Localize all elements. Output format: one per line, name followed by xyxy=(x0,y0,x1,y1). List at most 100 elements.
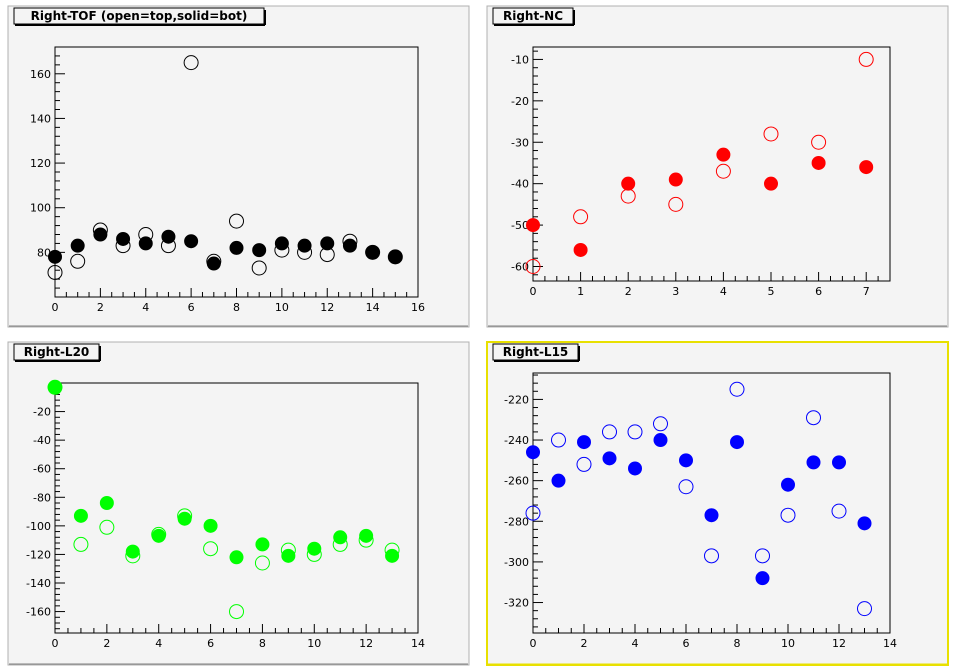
solid-point xyxy=(281,548,296,563)
solid-point xyxy=(333,530,348,545)
solid-point xyxy=(255,537,270,552)
open-point xyxy=(780,507,796,523)
open-point xyxy=(573,209,589,225)
solid-point xyxy=(177,511,192,526)
x-tick-label: 4 xyxy=(155,637,162,650)
x-tick-label: 2 xyxy=(97,301,104,314)
title-box: Right-TOF (open=top,solid=bot) xyxy=(13,7,266,26)
solid-point xyxy=(206,256,221,271)
solid-point xyxy=(716,147,731,162)
title-box: Right-L20 xyxy=(13,343,101,362)
solid-point xyxy=(859,160,874,175)
open-point xyxy=(73,536,89,552)
y-tick-label: -100 xyxy=(26,520,51,533)
solid-point xyxy=(307,541,322,556)
open-point xyxy=(858,51,874,67)
chart-title: Right-NC xyxy=(503,9,563,23)
y-tick-label: -240 xyxy=(504,434,529,447)
x-tick-label: 1 xyxy=(577,285,584,298)
solid-point xyxy=(48,380,62,395)
y-tick-label: -280 xyxy=(504,515,529,528)
y-tick-label: 100 xyxy=(30,202,51,215)
solid-point xyxy=(138,236,153,251)
y-tick-label: -80 xyxy=(33,491,51,504)
solid-point xyxy=(151,528,166,543)
open-point xyxy=(602,424,617,440)
y-tick-label: -40 xyxy=(511,178,529,191)
y-tick-label: -20 xyxy=(511,95,529,108)
x-tick-label: 6 xyxy=(683,637,690,650)
chart-pad: 0 2 4 6 8 10 12 14 -220 -240 -260 -280 -300 -320 Right… xyxy=(486,341,949,666)
solid-point xyxy=(385,548,400,563)
x-tick-label: 2 xyxy=(625,285,632,298)
y-tick-label: 80 xyxy=(37,246,51,259)
x-tick-label: 5 xyxy=(768,285,775,298)
x-tick-label: 2 xyxy=(103,637,110,650)
open-point xyxy=(525,259,541,275)
title-box: Right-L15 xyxy=(492,343,580,362)
chart-title: Right-L20 xyxy=(24,345,90,359)
title-box: Right-NC xyxy=(492,7,575,26)
solid-point xyxy=(73,508,88,523)
open-point xyxy=(729,381,745,397)
solid-point xyxy=(229,550,244,565)
solid-point xyxy=(764,176,778,191)
solid-point xyxy=(203,518,218,533)
y-tick-label: -300 xyxy=(504,556,529,569)
y-tick-label: -20 xyxy=(33,406,51,419)
solid-point xyxy=(365,245,380,260)
solid-point xyxy=(99,496,114,510)
x-tick-label: 4 xyxy=(142,301,149,314)
solid-point xyxy=(755,571,770,586)
open-point xyxy=(576,456,592,472)
open-point xyxy=(251,260,267,276)
open-point xyxy=(203,541,219,557)
open-point xyxy=(811,134,827,150)
solid-point xyxy=(116,231,131,246)
solid-point xyxy=(668,172,683,187)
open-point xyxy=(229,604,244,620)
y-tick-label: -260 xyxy=(504,475,529,488)
x-tick-label: 12 xyxy=(320,301,334,314)
y-tick-label: -320 xyxy=(504,597,529,610)
x-tick-label: 10 xyxy=(307,637,321,650)
open-point xyxy=(653,416,668,432)
y-tick-label: -160 xyxy=(26,606,51,619)
solid-point xyxy=(48,249,62,264)
x-tick-label: 2 xyxy=(581,637,588,650)
open-point xyxy=(99,519,115,535)
x-tick-label: 10 xyxy=(275,301,289,314)
x-tick-label: 4 xyxy=(632,637,639,650)
solid-point xyxy=(526,445,540,460)
x-tick-label: 12 xyxy=(359,637,373,650)
x-tick-label: 14 xyxy=(366,301,380,314)
solid-point xyxy=(184,234,199,249)
open-point xyxy=(668,196,684,212)
x-tick-label: 6 xyxy=(815,285,822,298)
solid-point xyxy=(342,238,357,253)
solid-point xyxy=(388,249,403,264)
chart-title: Right-TOF (open=top,solid=bot) xyxy=(31,9,248,23)
x-tick-label: 6 xyxy=(207,637,214,650)
open-point xyxy=(254,555,270,571)
x-tick-label: 8 xyxy=(259,637,266,650)
solid-point xyxy=(704,508,719,523)
open-point xyxy=(715,163,731,179)
solid-point xyxy=(125,544,140,559)
solid-point xyxy=(679,453,693,468)
solid-point xyxy=(857,516,872,531)
solid-point xyxy=(274,236,289,251)
open-point xyxy=(47,264,63,280)
solid-point xyxy=(93,227,108,242)
open-point xyxy=(229,213,244,229)
solid-point xyxy=(573,242,588,257)
solid-point xyxy=(602,451,617,466)
y-tick-label: 140 xyxy=(30,112,51,125)
solid-point xyxy=(621,176,636,191)
x-tick-label: 14 xyxy=(411,637,425,650)
plot-frame xyxy=(54,382,419,634)
solid-point xyxy=(297,238,312,253)
solid-point xyxy=(806,455,821,470)
x-tick-label: 6 xyxy=(188,301,195,314)
